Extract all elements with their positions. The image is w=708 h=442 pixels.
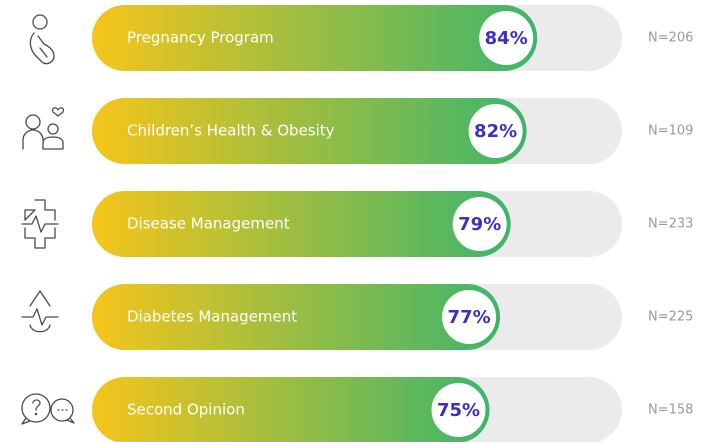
bar xyxy=(92,98,527,164)
diabetes-icon xyxy=(21,290,59,333)
pregnancy-icon xyxy=(29,14,55,65)
value-label: 79% xyxy=(458,214,501,235)
value-badge xyxy=(479,11,534,65)
value-badge xyxy=(431,383,486,437)
bar xyxy=(92,191,511,257)
value-label: 77% xyxy=(448,307,491,328)
opinion-icon xyxy=(21,393,75,425)
value-badge xyxy=(442,290,497,344)
value-badge xyxy=(468,104,523,158)
children-icon xyxy=(22,107,65,150)
disease-icon xyxy=(21,199,59,249)
sample-size: N=158 xyxy=(648,403,693,418)
sample-size: N=109 xyxy=(648,124,693,139)
bar xyxy=(92,284,501,350)
sample-size: N=206 xyxy=(648,31,693,46)
category-label: Second Opinion xyxy=(127,401,245,419)
bar xyxy=(92,377,490,442)
sample-size: N=225 xyxy=(648,310,693,325)
value-label: 82% xyxy=(474,121,517,142)
category-label: Children’s Health & Obesity xyxy=(127,122,335,140)
category-label: Diabetes Management xyxy=(127,308,297,326)
sample-size: N=233 xyxy=(648,217,693,232)
bar xyxy=(92,5,538,71)
value-label: 84% xyxy=(485,28,528,49)
category-label: Pregnancy Program xyxy=(127,29,274,47)
value-label: 75% xyxy=(437,400,480,421)
category-label: Disease Management xyxy=(127,215,290,233)
icons xyxy=(21,14,75,425)
value-badge xyxy=(452,197,507,251)
